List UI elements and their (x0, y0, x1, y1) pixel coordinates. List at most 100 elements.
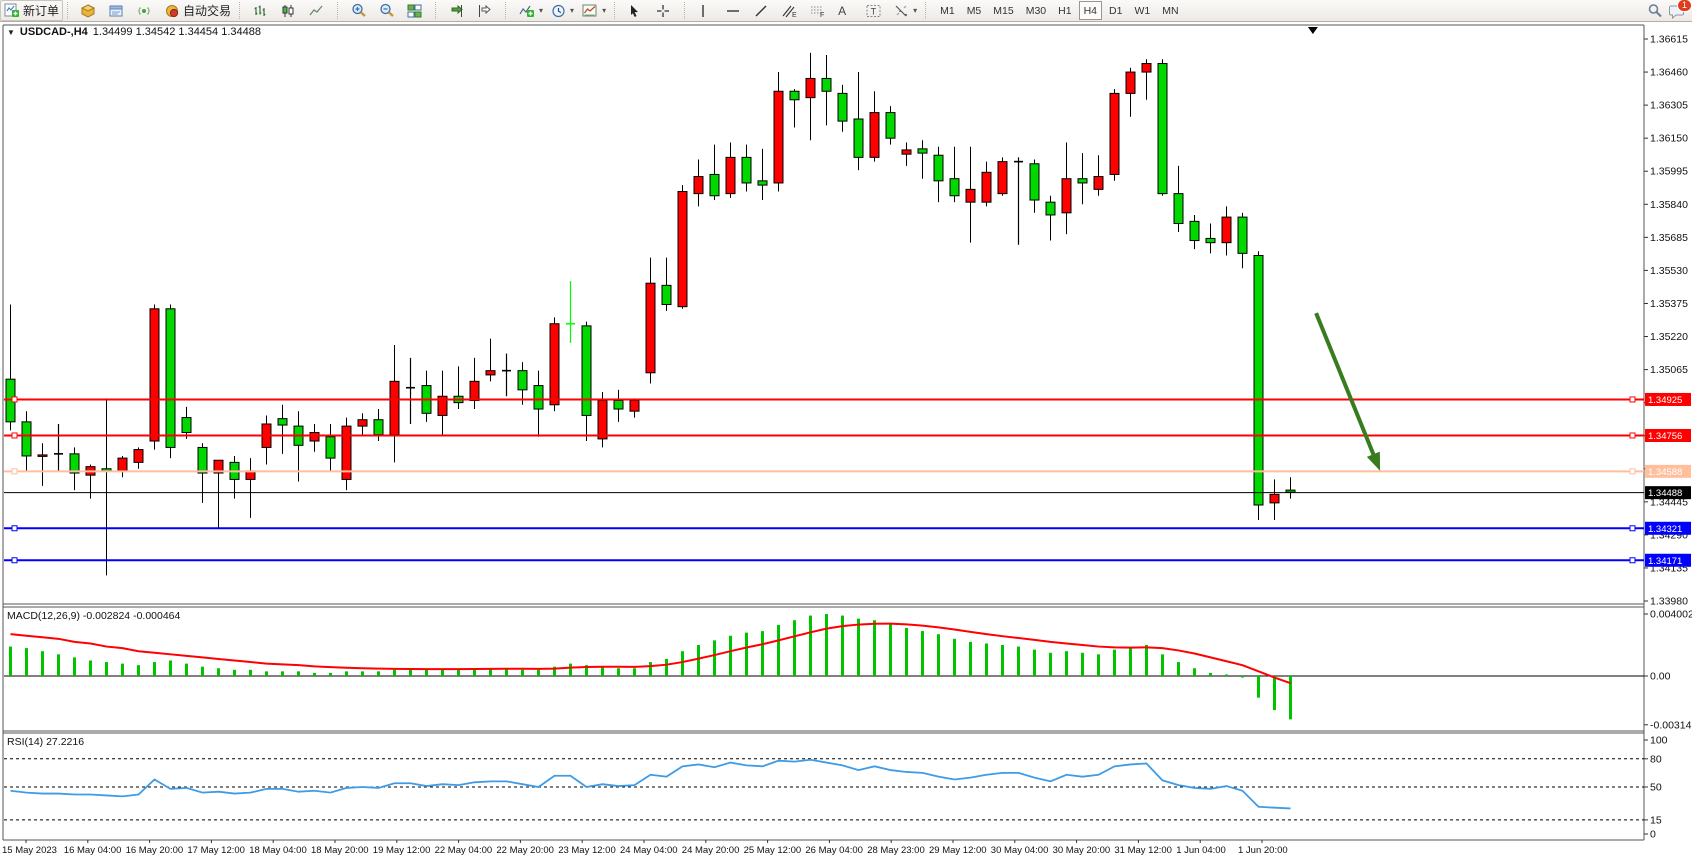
fibonacci-tool-button[interactable]: F (806, 0, 834, 21)
timeframe-h4[interactable]: H4 (1078, 1, 1103, 20)
trendline-icon (754, 4, 768, 18)
periods-dropdown-icon[interactable]: ▾ (570, 6, 575, 15)
hline-handle[interactable] (11, 468, 18, 475)
hline-handle[interactable] (1629, 396, 1636, 403)
time-axis-label: 17 May 12:00 (187, 845, 245, 856)
price-line-label-box[interactable] (1645, 392, 1691, 406)
candle-body (197, 446, 208, 474)
candle-body (581, 325, 592, 416)
price-line-label-box[interactable] (1645, 486, 1691, 500)
price-line-label-box[interactable] (1645, 553, 1691, 567)
macd-histogram-bar (697, 645, 700, 676)
macd-scale-label: 0.004002 (1650, 609, 1692, 621)
community-chat-button[interactable]: 1 (1669, 0, 1692, 19)
macd-histogram-bar (633, 668, 636, 676)
chart-ohlc-values: 1.34499 1.34542 1.34454 1.34488 (92, 26, 261, 38)
candle-body (741, 156, 752, 184)
arrows-dropdown-icon[interactable]: ▾ (913, 6, 918, 15)
zoom-out-icon (379, 3, 395, 18)
hline-handle[interactable] (11, 557, 18, 564)
data-window-button[interactable] (105, 0, 133, 21)
price-tick-label: 1.36460 (1650, 67, 1688, 79)
chart-window[interactable]: 1.36615 1.36460 1.36305 1.36150 1.35995 1.358… (0, 21, 1692, 862)
cursor-tool-button[interactable] (624, 0, 652, 21)
auto-scroll-icon (449, 4, 464, 18)
candle-body (981, 171, 992, 203)
market-watch-button[interactable] (77, 0, 105, 21)
timeframe-m5[interactable]: M5 (966, 4, 982, 17)
timeframe-m15[interactable]: M15 (993, 4, 1014, 17)
hline-handle[interactable] (11, 525, 18, 532)
text-label-tool-button[interactable]: T (862, 0, 890, 21)
templates-dropdown-icon[interactable]: ▾ (602, 6, 607, 15)
text-tool-button[interactable]: A (834, 0, 862, 21)
hline-handle[interactable] (1629, 432, 1636, 439)
chart-shift-button[interactable] (473, 0, 501, 21)
macd-histogram-bar (1001, 645, 1004, 676)
chart-collapse-icon[interactable]: ▼ (7, 27, 15, 37)
macd-histogram-bar (1225, 674, 1228, 676)
signals-icon (137, 4, 152, 18)
zoom-out-button[interactable] (375, 0, 403, 21)
templates-button[interactable]: ▾ (578, 0, 610, 21)
bar-chart-mode-button[interactable] (249, 0, 277, 21)
timeframe-bar: M1 M5 M15 M30 H1 H4 D1 W1 MN (935, 1, 1183, 20)
timeframe-m1[interactable]: M1 (940, 4, 955, 17)
timeframe-w1[interactable]: W1 (1134, 4, 1151, 17)
candle-body (1077, 178, 1088, 184)
macd-histogram-bar (1049, 652, 1052, 676)
new-order-button[interactable]: 新订单 (0, 0, 64, 21)
macd-histogram-bar (937, 634, 940, 676)
macd-histogram-bar (121, 663, 124, 676)
rsi-scale-label: 50 (1650, 782, 1662, 794)
price-tick-label: 1.35065 (1650, 364, 1688, 376)
candlestick-mode-button[interactable] (277, 0, 305, 21)
indicators-dropdown-icon[interactable]: ▾ (539, 6, 544, 15)
macd-histogram-bar (649, 662, 652, 676)
timeframe-m30[interactable]: M30 (1025, 4, 1047, 17)
hline-handle[interactable] (1629, 557, 1636, 564)
indicators-button[interactable]: ▾ (515, 0, 547, 21)
price-tick-label: 1.34445 (1650, 496, 1688, 508)
timeframe-h1[interactable]: H1 (1058, 4, 1072, 17)
timeframe-mn[interactable]: MN (1162, 4, 1179, 17)
price-line-label-box[interactable] (1645, 428, 1691, 442)
signals-button[interactable] (133, 0, 161, 21)
tile-windows-button[interactable] (403, 0, 431, 21)
time-axis-label: 28 May 23:00 (867, 845, 925, 856)
candle-body (693, 176, 704, 195)
horizontal-line-tool-button[interactable] (722, 0, 750, 21)
price-tick-label: 1.35375 (1650, 298, 1688, 310)
hline-handle[interactable] (1629, 525, 1636, 532)
search-icon[interactable] (1647, 3, 1663, 19)
hline-handle[interactable] (1629, 468, 1636, 475)
candle-body (485, 370, 496, 376)
timeframe-d1[interactable]: D1 (1109, 4, 1123, 17)
chart-shift-marker-icon[interactable] (1307, 27, 1318, 34)
price-line-label-box[interactable] (1645, 521, 1691, 535)
line-chart-mode-button[interactable] (305, 0, 333, 21)
hline-handle[interactable] (11, 432, 18, 439)
templates-icon (582, 3, 598, 18)
zoom-in-button[interactable] (347, 0, 375, 21)
autotrading-button[interactable]: 自动交易 (161, 0, 235, 21)
periods-button[interactable]: ▾ (547, 0, 578, 21)
crosshair-tool-button[interactable] (652, 0, 680, 21)
time-axis-label: 15 May 2023 (2, 845, 57, 856)
arrows-tool-button[interactable]: ▾ (890, 0, 921, 21)
cursor-icon (628, 4, 641, 18)
macd-histogram-bar (777, 624, 780, 676)
horizontal-line-icon (726, 4, 740, 18)
auto-scroll-button[interactable] (445, 0, 473, 21)
annotation-arrow[interactable] (1314, 312, 1377, 459)
rsi-indicator-label: RSI(14) 27.2216 (7, 736, 85, 748)
annotation-arrowhead[interactable] (1366, 451, 1381, 471)
price-chart-canvas[interactable]: 1.36615 1.36460 1.36305 1.36150 1.35995 1.358… (0, 21, 1692, 862)
vertical-line-tool-button[interactable] (694, 0, 722, 21)
price-line-label-box[interactable] (1645, 464, 1691, 478)
trendline-tool-button[interactable] (750, 0, 778, 21)
time-axis-label: 30 May 20:00 (1053, 845, 1111, 856)
hline-handle[interactable] (11, 396, 18, 403)
equidistant-channel-tool-button[interactable]: E (778, 0, 806, 21)
candle-body (597, 400, 608, 440)
